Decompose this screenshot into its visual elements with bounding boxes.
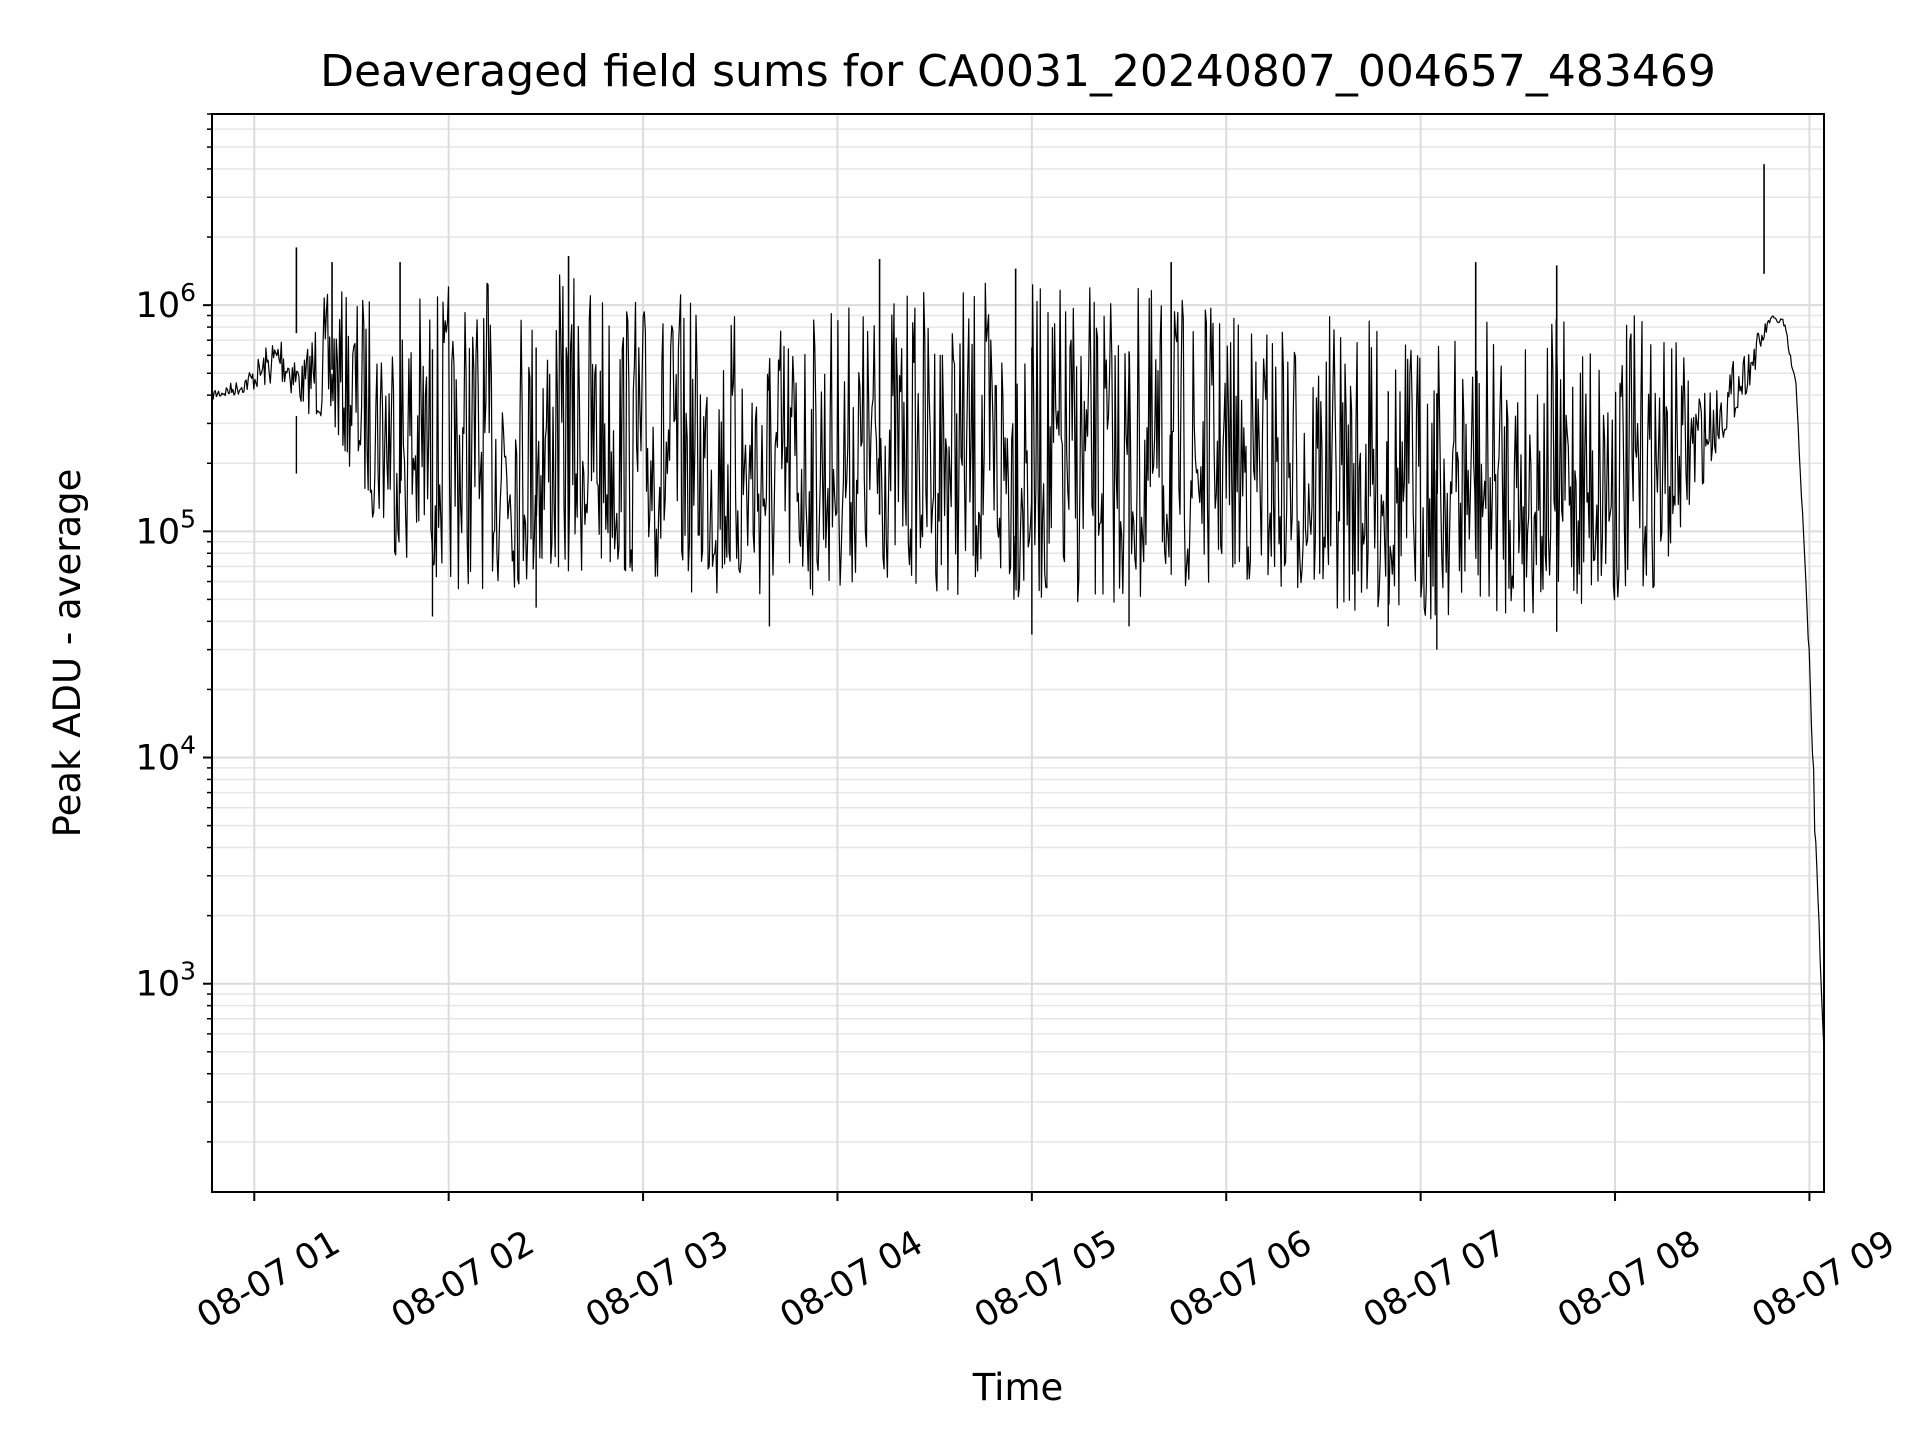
plot-frame <box>211 113 1825 1193</box>
y-tick-label: 104 <box>136 731 196 779</box>
y-tick-label: 105 <box>136 504 196 552</box>
series-line <box>211 274 1825 1052</box>
y-tick-label: 103 <box>136 957 196 1005</box>
x-axis-label: Time <box>972 1366 1064 1409</box>
y-axis-label: Peak ADU - average <box>46 469 89 838</box>
data-series <box>211 164 1825 1052</box>
chart-title: Deaveraged field sums for CA0031_2024080… <box>320 46 1716 97</box>
y-tick-label: 106 <box>136 278 196 326</box>
